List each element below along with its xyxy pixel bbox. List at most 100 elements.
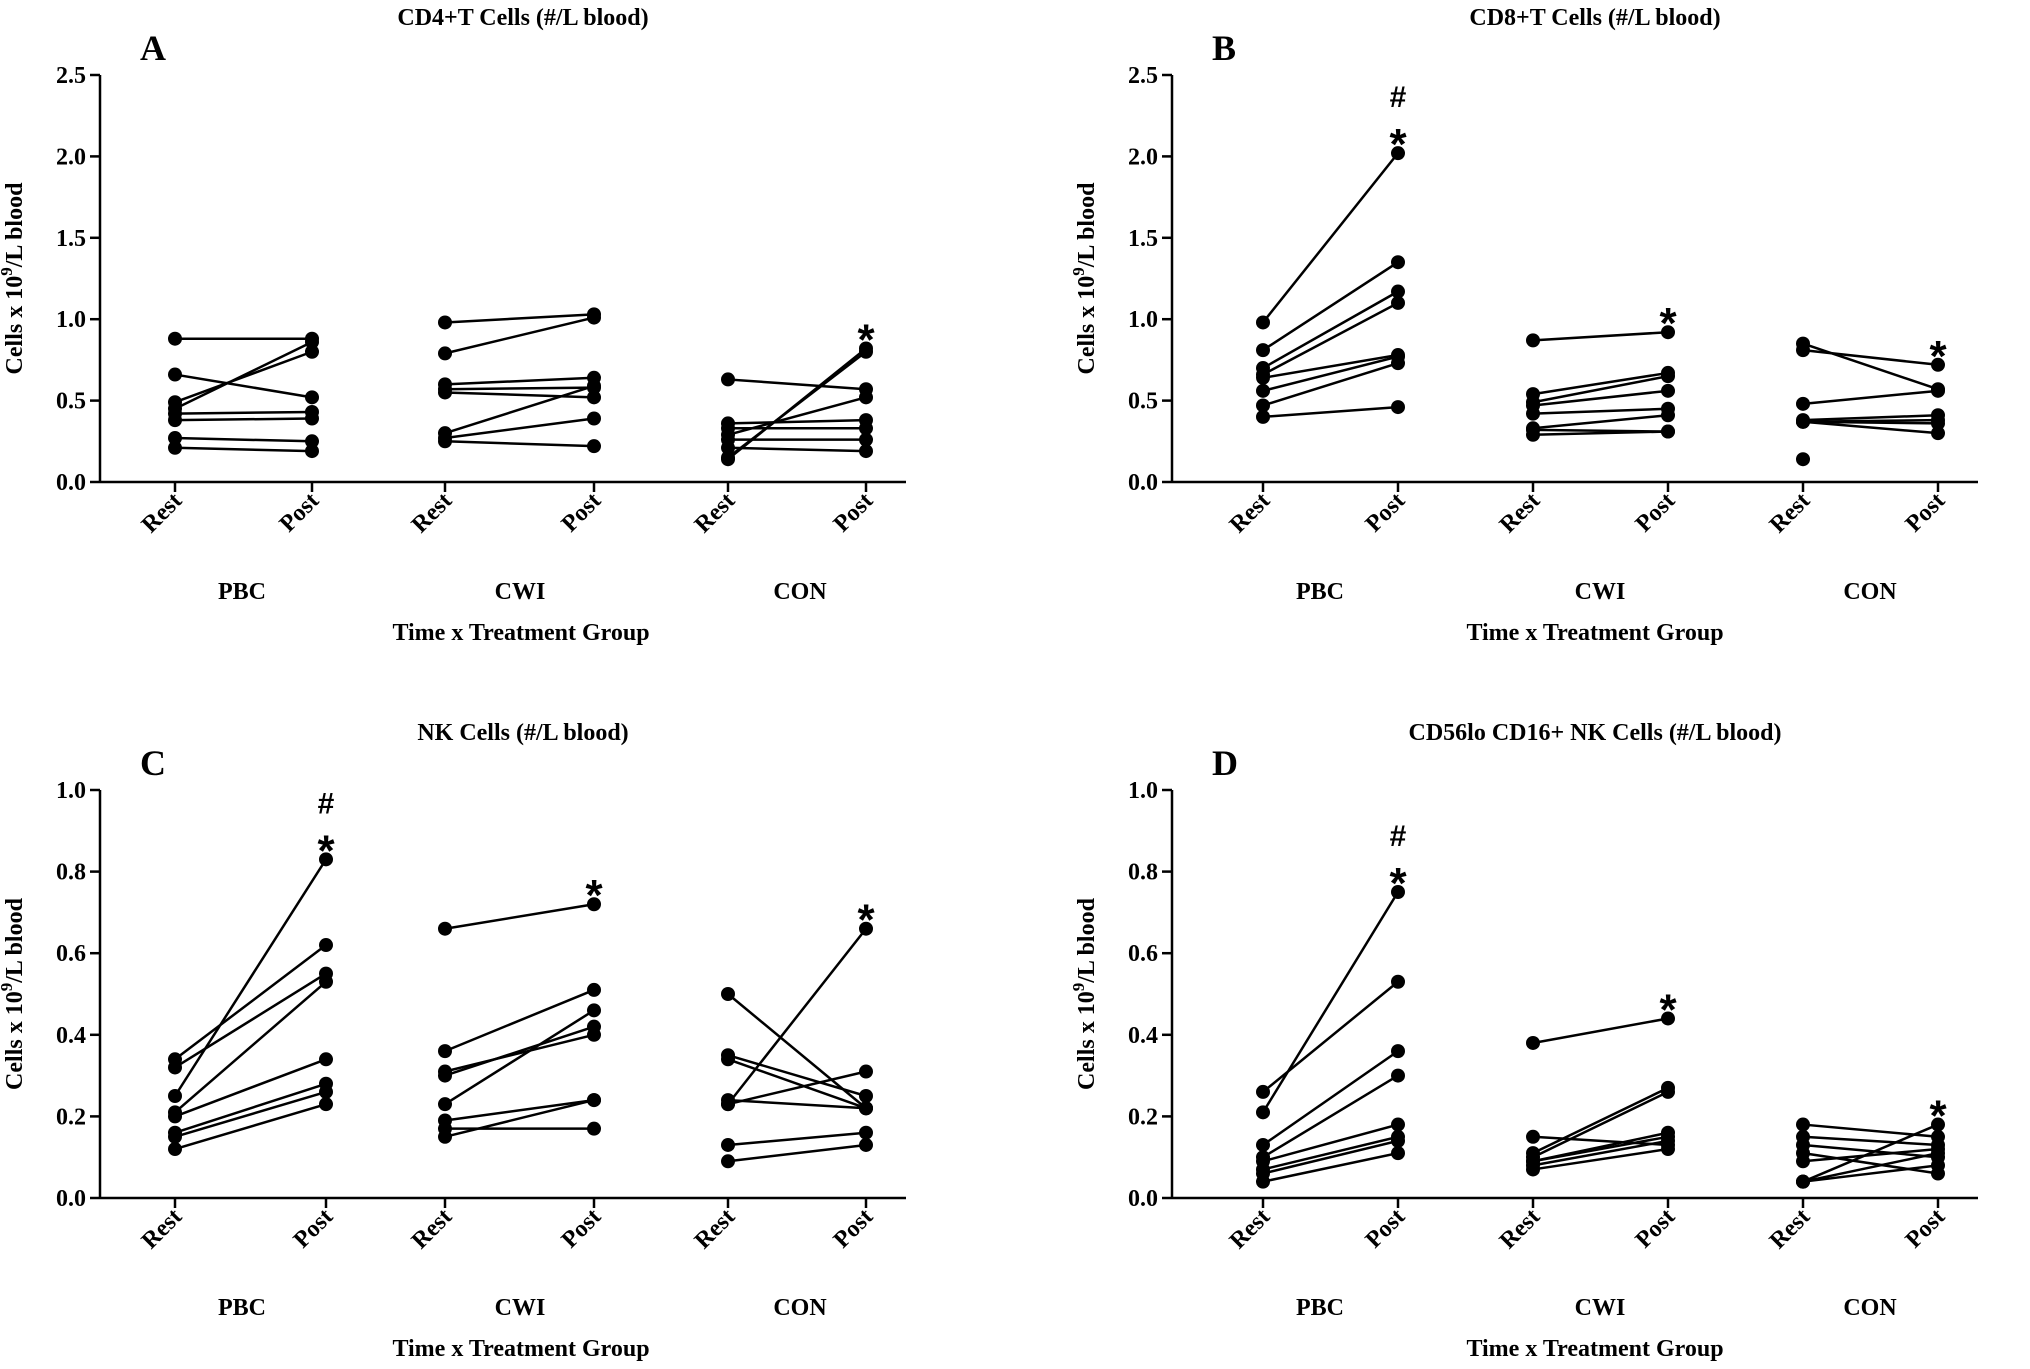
post-point [587,897,601,912]
post-point [1661,1084,1675,1099]
panel-a: CD4+T Cells (#/L blood) A 0.0 0.5 1.0 1.5 2.0 2… [0,5,906,646]
subject-line [1532,1147,1669,1171]
subject-line [1532,414,1669,430]
rest-point [1796,1117,1810,1132]
y-tick-label: 0.0 [1128,1186,1158,1212]
subject-line [1262,1123,1399,1163]
series-pbc: *# [168,787,335,1157]
rest-point [1796,396,1810,411]
y-tick-label: 0.4 [1128,1023,1158,1049]
post-point [319,1052,333,1067]
subject-line [174,410,313,415]
subject-line [727,396,867,436]
rest-point [1256,1084,1270,1099]
subject-line [174,972,327,1069]
rest-point [1256,343,1270,358]
post-point [1391,1044,1405,1059]
rest-point [721,1154,735,1169]
post-point [1661,1011,1675,1026]
subject-line [1802,1123,1939,1139]
subject-line [1262,152,1399,324]
rest-point [1526,333,1540,348]
post-point [859,1089,873,1103]
post-point [1661,408,1675,423]
panel-letter: A [140,28,166,68]
rest-point [438,1129,452,1144]
x-tick-label: Post [275,488,324,537]
subject-line [444,440,595,448]
rest-point [168,1129,182,1144]
rest-point [438,1044,452,1059]
rest-point [1256,398,1270,413]
series-pbc [168,331,319,459]
y-axis-title: Cells x 109/L blood [1069,897,1100,1090]
post-point [859,921,873,936]
y-tick-label: 0.8 [56,860,86,886]
subject-line [1262,1050,1399,1146]
panel-title: CD8+T Cells (#/L blood) [1469,5,1720,31]
subject-line [1532,374,1669,404]
y-tick-label: 0.6 [1128,941,1158,967]
rest-point [1796,452,1810,467]
post-point [1931,426,1945,441]
subject-line [444,384,595,435]
rest-point [1256,409,1270,424]
x-tick-label: Rest [407,488,457,538]
subject-line [727,446,867,453]
post-point [305,444,319,459]
y-tick-label: 2.0 [56,144,86,170]
rest-point [1256,1174,1270,1189]
y-tick-label: 2.5 [1128,63,1158,89]
post-point [319,974,333,989]
rest-point [438,315,452,330]
y-tick-label: 0.5 [1128,389,1158,415]
x-tick-label: Post [1361,1204,1410,1253]
subject-line [444,417,595,440]
rest-point [721,1052,735,1067]
post-point [305,344,319,359]
group-label: CON [773,1295,827,1321]
x-tick-label: Post [829,1204,878,1253]
post-point [1391,295,1405,310]
subject-line [444,386,595,391]
group-label: CON [1843,579,1897,605]
post-point [587,1003,601,1018]
rest-point [1526,1129,1540,1144]
subject-line [1262,353,1399,380]
rest-point [721,440,735,455]
panel-letter: C [140,743,166,783]
post-point [1661,1142,1675,1157]
subject-line [727,418,867,425]
subject-line [727,378,867,391]
subject-line [444,1033,595,1073]
rest-point [1526,1162,1540,1177]
subject-line [727,1070,867,1106]
post-point [305,434,319,449]
rest-point [168,1060,182,1075]
rest-point [721,372,735,387]
x-tick-label: Post [557,1204,606,1253]
post-point [587,310,601,325]
group-label: CON [773,579,827,605]
post-point [319,1097,333,1112]
panel-letter: B [1212,28,1236,68]
subject-line [1802,1164,1939,1183]
post-point [1391,400,1405,415]
subject-line [444,316,595,355]
post-point [319,938,333,953]
x-tick-label: Rest [1225,488,1275,538]
subject-line [727,1054,867,1098]
x-tick-label: Rest [1225,1204,1275,1254]
post-point [1661,383,1675,398]
significance-star: * [1929,332,1947,381]
subject-line [1532,1139,1669,1167]
post-point [1391,1068,1405,1083]
post-point [859,341,873,356]
post-point [1931,1146,1945,1161]
y-axis-title: Cells x 109/L blood [0,897,28,1090]
subject-line [1532,430,1669,437]
post-point [859,1101,873,1116]
subject-line [174,373,313,399]
post-point [319,852,333,867]
